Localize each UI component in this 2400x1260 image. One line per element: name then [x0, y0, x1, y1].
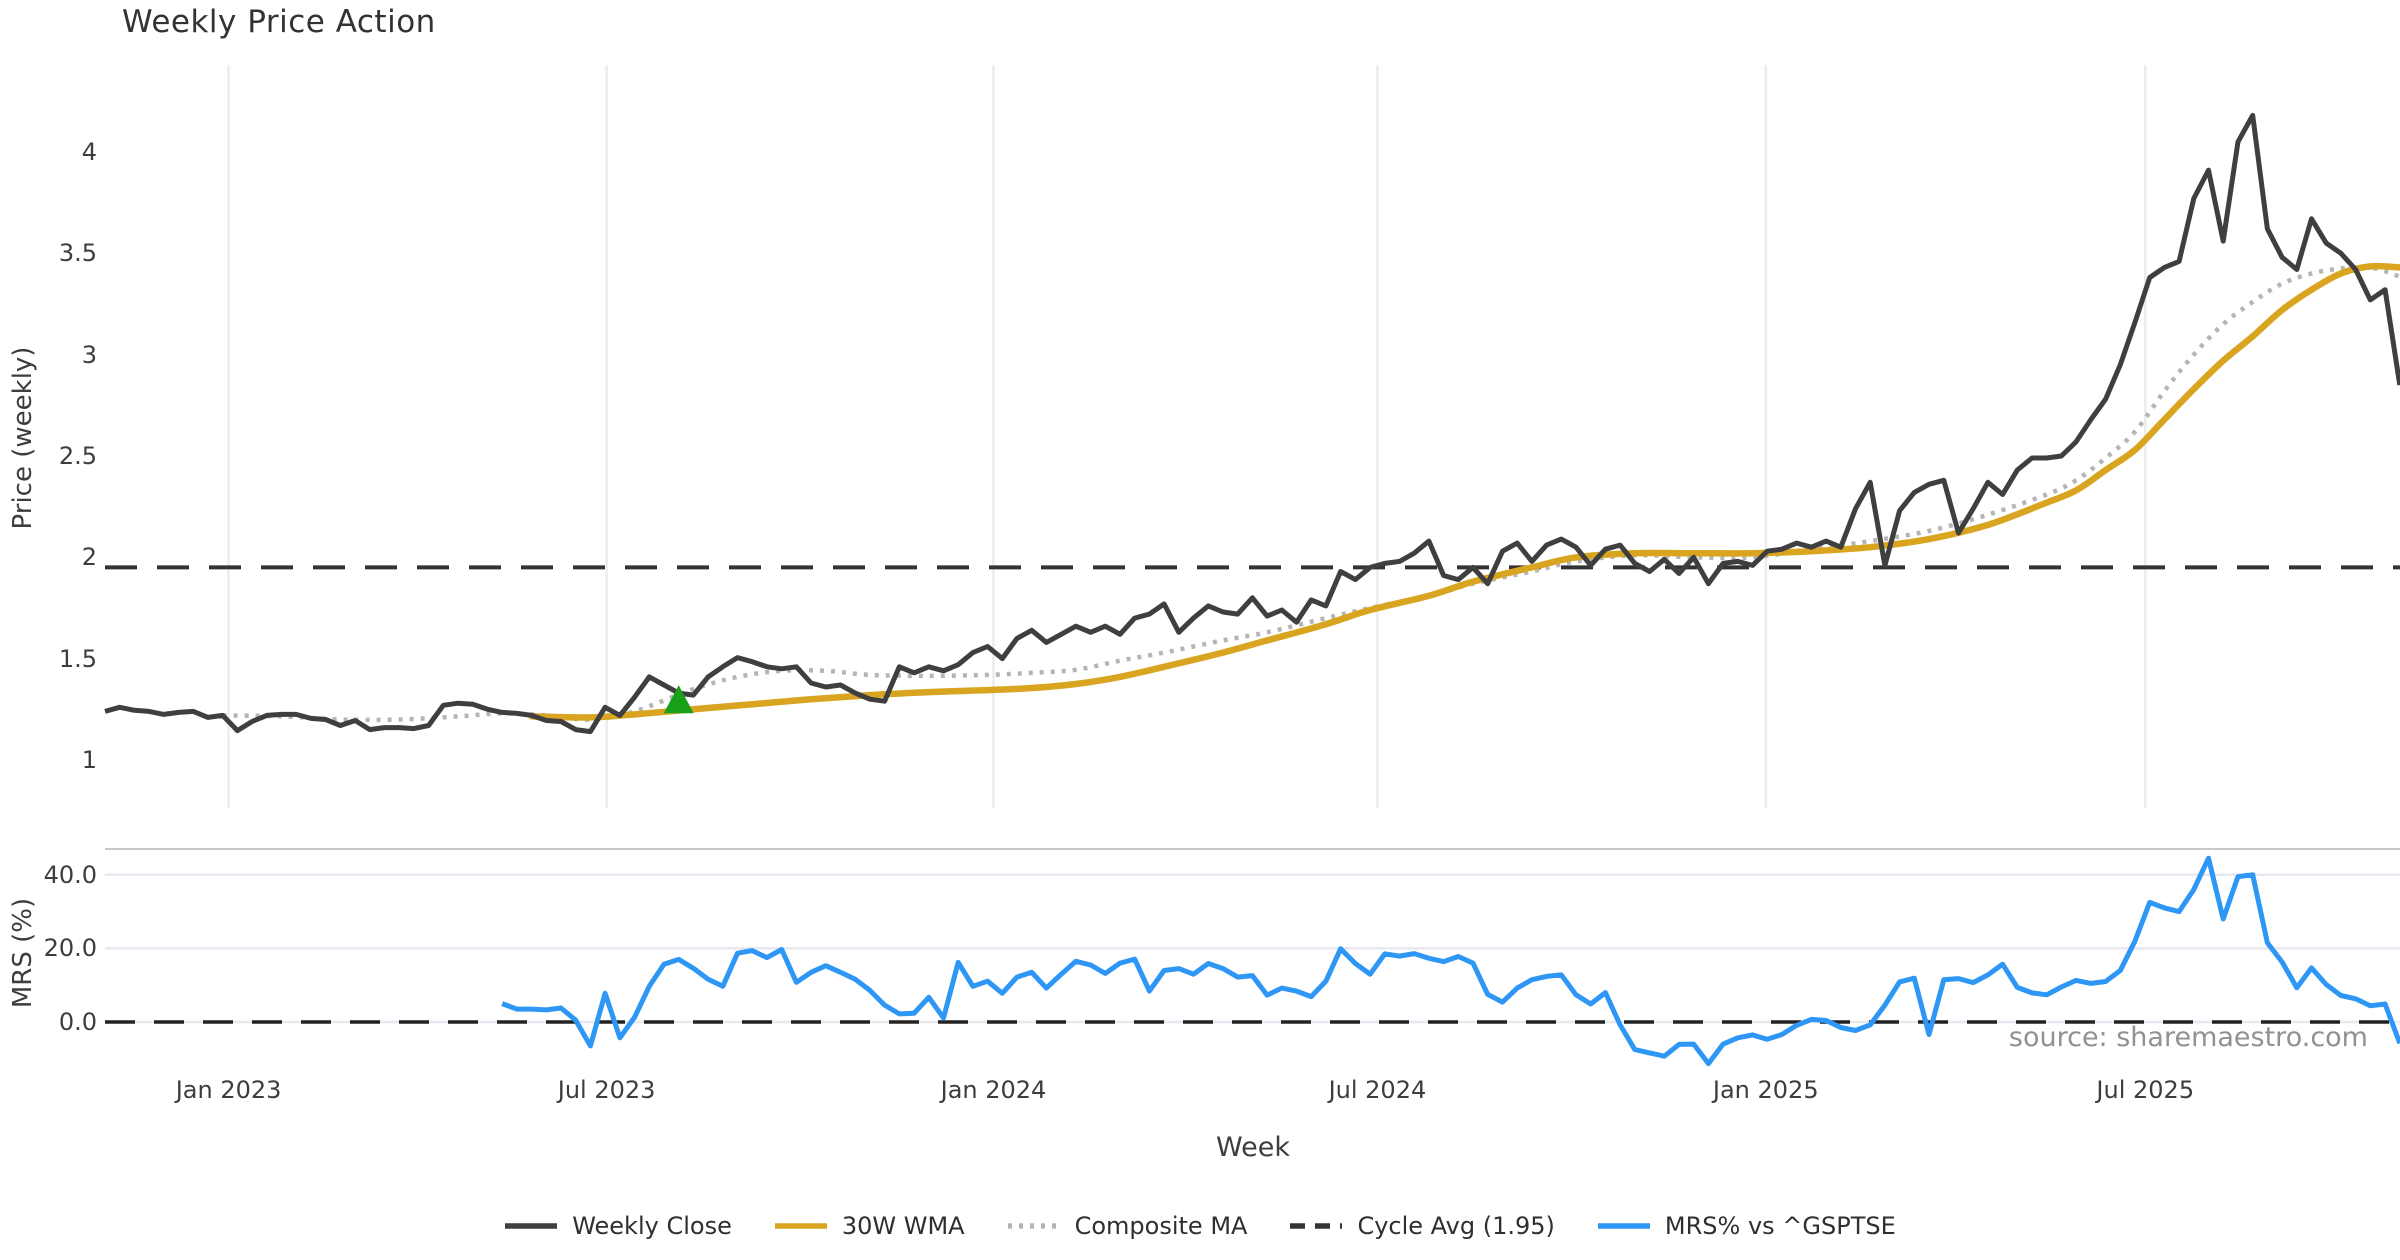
- x-tick-label: Jul 2023: [557, 1076, 656, 1104]
- legend-swatch-solid: [774, 1223, 827, 1229]
- x-axis-label: Week: [1216, 1132, 1290, 1163]
- price-tick-label: 3.5: [58, 239, 97, 268]
- price-tick-label: 1: [81, 746, 97, 774]
- price-tick-label: 4: [81, 137, 97, 166]
- legend-swatch-solid: [1597, 1223, 1650, 1229]
- x-tick-label: Jul 2024: [1328, 1076, 1427, 1104]
- legend-item: 30W WMA: [774, 1212, 965, 1240]
- legend-label: Weekly Close: [572, 1212, 732, 1240]
- x-tick-label: Jan 2023: [175, 1076, 282, 1104]
- legend-item: Cycle Avg (1.95): [1289, 1212, 1555, 1240]
- legend-swatch-dotted: [1007, 1223, 1060, 1229]
- mrs-tick-label: 40.0: [43, 860, 97, 889]
- legend: Weekly Close 30W WMA Composite MA Cycle Avg…: [0, 1212, 2400, 1240]
- legend-label: 30W WMA: [841, 1212, 965, 1240]
- legend-swatch-dashed: [1290, 1223, 1343, 1229]
- legend-label: Composite MA: [1074, 1212, 1248, 1240]
- legend-swatch-solid: [505, 1223, 558, 1229]
- x-tick-label: Jan 2024: [940, 1076, 1047, 1104]
- price-tick-label: 2: [81, 543, 97, 572]
- signal-triangle-marker: [663, 685, 694, 714]
- legend-item: Composite MA: [1007, 1212, 1248, 1240]
- chart-title: Weekly Price Action: [122, 4, 436, 40]
- legend-item: Weekly Close: [504, 1212, 732, 1240]
- mrs-tick-label: 0.0: [58, 1008, 97, 1036]
- legend-label: MRS% vs ^GSPTSE: [1664, 1212, 1896, 1240]
- price-tick-label: 1.5: [58, 644, 97, 673]
- x-tick-label: Jan 2025: [1712, 1076, 1819, 1104]
- mrs-tick-label: 20.0: [43, 934, 97, 963]
- mrs-line: [501, 855, 2400, 1067]
- source-credit: source: sharemaestro.com: [2008, 1022, 2368, 1053]
- weekly-close-line: [104, 112, 2400, 735]
- legend-item: MRS% vs ^GSPTSE: [1597, 1212, 1896, 1240]
- legend-label: Cycle Avg (1.95): [1357, 1212, 1555, 1240]
- price-tick-label: 3: [81, 340, 97, 369]
- x-tick-label: Jul 2025: [2096, 1076, 2195, 1104]
- wma-line: [528, 262, 2400, 721]
- price-tick-label: 2.5: [58, 441, 97, 470]
